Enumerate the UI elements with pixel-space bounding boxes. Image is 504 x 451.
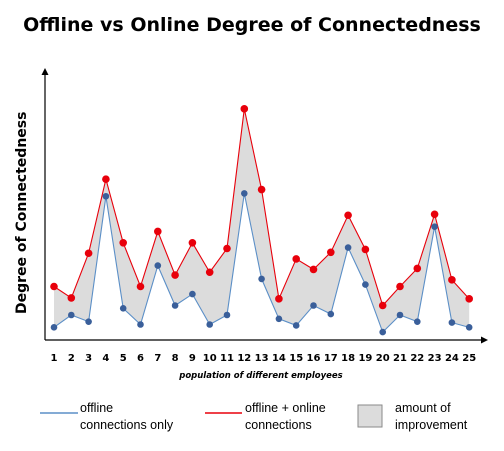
x-tick-label: 14 [272,353,286,364]
improvement-area [54,108,470,333]
x-axis-label: population of different employees [179,371,343,381]
offline-data-point [68,311,75,319]
offline-data-point [50,324,58,331]
series-points [50,105,474,336]
offline-data-point [137,321,144,328]
legend-offline-label-1: offline [80,401,113,415]
combined-data-point [396,282,404,291]
offline-data-point [362,281,369,288]
x-tick-label: 6 [137,353,144,364]
x-tick-label: 20 [376,353,390,364]
offline-data-point [275,315,283,323]
legend-combined-label-1: offline + online [245,401,326,415]
combined-data-point [119,239,127,247]
combined-data-point [430,210,439,219]
offline-data-point [327,310,335,318]
legend-offline-label-2: connections only [80,418,174,432]
offline-data-point [102,192,110,200]
offline-data-point [241,190,248,197]
offline-data-point [379,328,387,336]
x-tick-label: 24 [445,353,459,364]
x-tick-label: 13 [255,353,269,364]
x-tick-label: 16 [307,353,321,364]
combined-data-point [361,245,370,254]
combined-data-point [102,175,110,183]
combined-data-point [67,294,76,302]
x-tick-label: 12 [237,353,251,364]
x-tick-label: 18 [341,353,355,364]
legend-improvement-label-2: improvement [395,418,468,432]
combined-data-point [223,244,231,253]
offline-data-point [310,302,317,309]
offline-data-point [189,290,196,298]
offline-data-point [465,324,473,331]
combined-data-point [275,295,283,303]
offline-data-point [223,311,231,319]
combined-data-point [465,295,474,303]
combined-data-point [154,227,162,236]
offline-data-point [414,318,421,325]
improvement-fill [54,108,470,333]
combined-data-point [327,248,335,257]
offline-data-point [344,244,352,251]
x-tick-label: 11 [220,353,234,364]
offline-data-point [258,275,265,283]
x-tick-label: 19 [358,353,372,364]
offline-data-point [396,311,404,319]
x-tick-label: 25 [462,353,476,364]
combined-data-point [309,265,318,274]
x-tick-label: 23 [428,353,442,364]
axes [41,68,488,344]
offline-data-point [448,319,456,326]
x-tick-label: 9 [189,353,196,364]
x-tick-label: 5 [120,353,127,364]
y-axis-arrow [41,68,49,75]
combined-data-point [50,282,58,291]
x-axis-arrow [481,336,488,344]
chart-title: Offline vs Online Degree of Connectednes… [23,14,481,36]
x-tick-label: 8 [172,353,179,364]
legend-combined-label-2: connections [245,418,312,432]
combined-data-point [344,211,352,220]
x-tick-labels: 1 2 3 4 5 6 7 8 9 10 11 12 13 14 15 16 17 18 19 20 21 22 23 24 2… [51,353,477,364]
x-tick-label: 22 [410,353,424,364]
legend: offline connections only offline + onlin… [40,401,468,432]
combined-data-point [448,276,456,284]
offline-data-point [85,318,92,325]
legend-improvement-label-1: amount of [395,401,451,415]
x-tick-label: 3 [85,353,92,364]
x-tick-label: 4 [102,353,109,364]
offline-data-point [292,322,300,329]
x-tick-label: 2 [68,353,75,364]
offline-data-point [119,305,127,312]
combined-data-point [171,271,179,279]
legend-improvement-swatch [357,404,383,428]
x-tick-label: 7 [154,353,161,364]
x-tick-label: 21 [393,353,407,364]
combined-data-point [188,239,197,247]
combined-data-point [292,255,301,263]
combined-data-point [84,249,93,258]
combined-data-point [240,105,249,113]
offline-data-point [431,223,438,230]
x-tick-label: 10 [203,353,217,364]
x-tick-label: 17 [324,353,338,364]
offline-data-point [206,321,213,328]
x-tick-label: 1 [51,353,58,364]
x-tick-label: 15 [289,353,303,364]
combined-data-point [413,264,422,273]
combined-data-point [205,268,214,277]
offline-data-point [171,302,179,309]
combined-data-point [136,282,145,291]
offline-data-point [154,262,162,269]
combined-data-point [378,301,387,310]
combined-data-point [257,185,266,194]
